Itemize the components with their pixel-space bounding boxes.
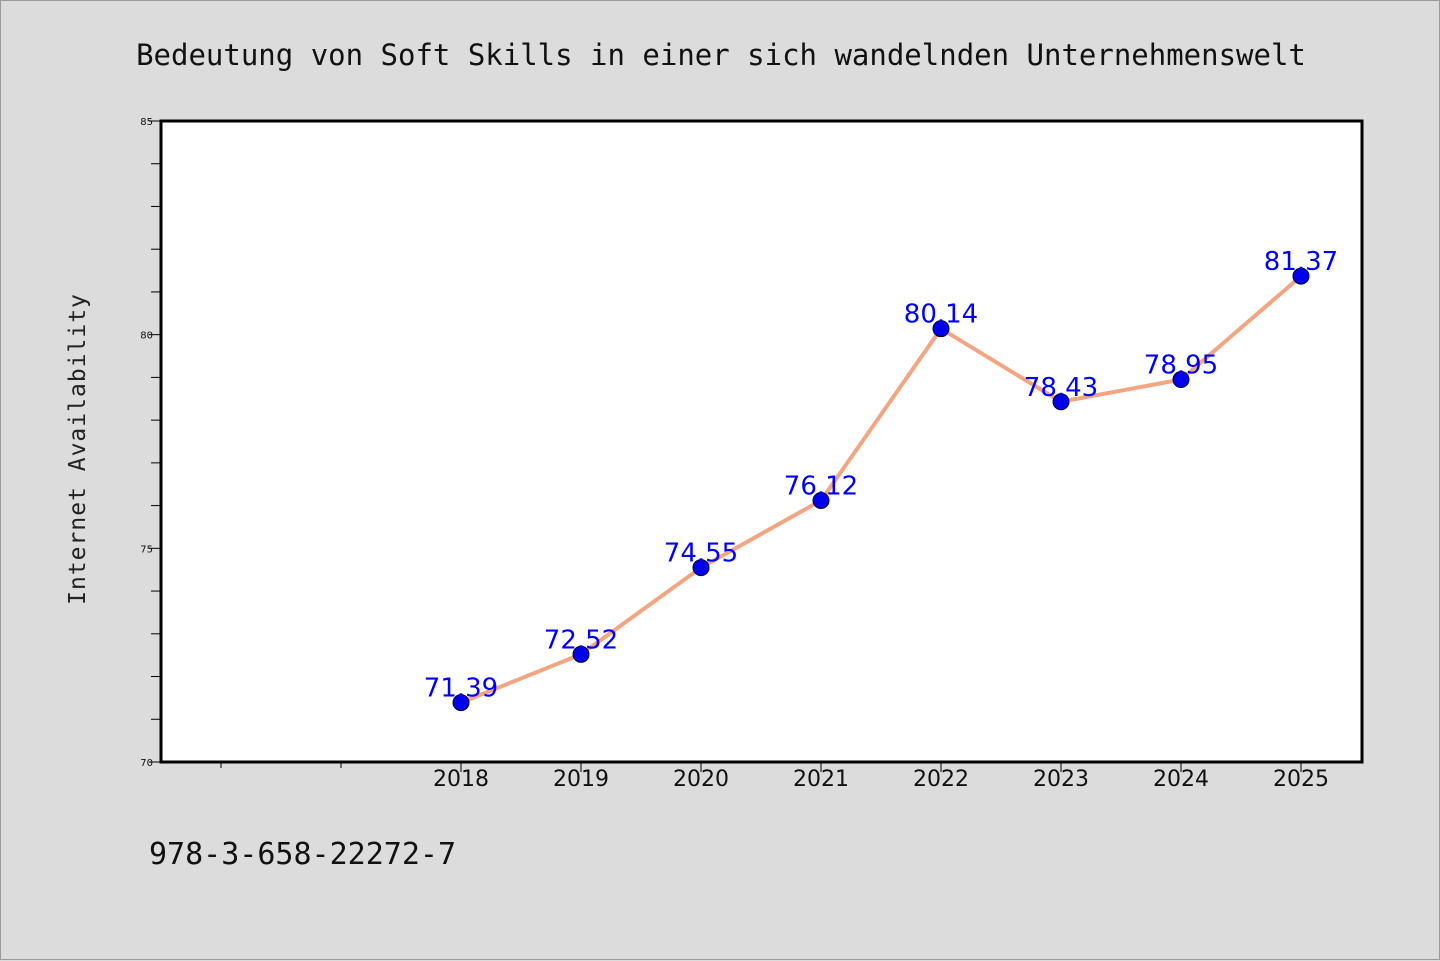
series-line (460, 274, 1303, 705)
data-point (1292, 267, 1310, 285)
data-label: 78.43 (1024, 373, 1098, 403)
data-label: 74.55 (664, 539, 738, 569)
x-tick-label: 2025 (1273, 767, 1329, 792)
x-tick-label: 2019 (553, 767, 609, 792)
x-tick-label: 2018 (433, 767, 489, 792)
y-tick-label: 70 (140, 758, 153, 769)
plot-frame (159, 119, 1364, 764)
data-label: 72.52 (544, 625, 618, 655)
data-label: 78.95 (1144, 351, 1218, 381)
data-point (932, 320, 950, 338)
y-tick-label: 80 (140, 331, 153, 342)
y-tick-label: 75 (140, 544, 153, 555)
y-axis: 70 75 80 85 (140, 117, 161, 769)
x-axis: 2018 2019 2020 2021 2022 2023 2024 2025 (220, 762, 1329, 792)
x-tick-label: 2024 (1153, 767, 1209, 792)
data-point (692, 559, 710, 577)
data-label: 80.14 (904, 300, 978, 330)
data-point (1052, 393, 1070, 411)
footer-isbn: 978-3-658-22272-7 (149, 837, 456, 872)
data-label: 76.12 (784, 471, 858, 501)
series-layer: 71.39 72.52 74.55 76.12 80.14 78.43 78.95 81.37 (424, 247, 1338, 712)
x-tick-label: 2022 (913, 767, 969, 792)
y-axis-label: Internet Availability (65, 293, 91, 605)
x-tick-label: 2020 (673, 767, 729, 792)
data-point (572, 645, 590, 663)
x-tick-label: 2021 (793, 767, 849, 792)
data-point (812, 491, 830, 509)
data-point (452, 694, 470, 712)
data-label: 71.39 (424, 674, 498, 704)
data-point (1172, 371, 1190, 389)
y-tick-label: 85 (140, 117, 153, 128)
chart-title: Bedeutung von Soft Skills in einer sich … (136, 38, 1306, 72)
data-label: 81.37 (1264, 247, 1338, 277)
x-tick-label: 2023 (1033, 767, 1089, 792)
plot-area (161, 121, 1362, 762)
